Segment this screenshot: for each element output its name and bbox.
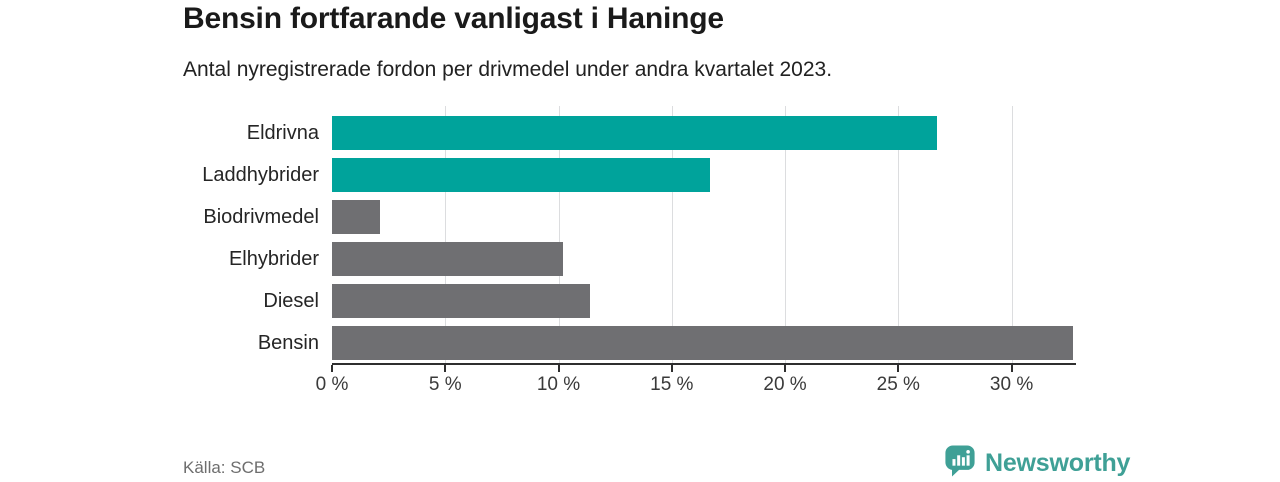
x-axis-tick bbox=[331, 365, 333, 372]
x-axis-tick-label: 20 % bbox=[763, 374, 807, 395]
newsworthy-wordmark: Newsworthy bbox=[985, 448, 1131, 477]
bar bbox=[332, 284, 591, 318]
gridline bbox=[671, 106, 673, 364]
chart-subtitle: Antal nyregistrerade fordon per drivmede… bbox=[183, 58, 833, 81]
x-axis-tick bbox=[557, 365, 560, 372]
gridline bbox=[785, 106, 787, 364]
gridline bbox=[558, 106, 560, 364]
newsworthy-logo: Newsworthy bbox=[944, 444, 1130, 482]
x-axis-tick bbox=[784, 365, 787, 372]
category-label: Biodrivmedel bbox=[203, 206, 319, 228]
category-label: Bensin bbox=[257, 332, 319, 354]
gridline bbox=[1011, 106, 1013, 364]
x-axis-tick bbox=[897, 365, 900, 372]
x-axis-tick bbox=[444, 365, 447, 372]
category-label: Elhybrider bbox=[228, 248, 319, 270]
x-axis-tick-label: 30 % bbox=[989, 374, 1034, 395]
x-axis-line bbox=[332, 363, 1076, 365]
bar bbox=[332, 116, 937, 150]
plot-area bbox=[332, 106, 1075, 364]
bar bbox=[332, 158, 711, 192]
x-axis-tick-label: 15 % bbox=[650, 374, 694, 395]
x-axis-tick bbox=[670, 365, 673, 372]
gridline bbox=[445, 106, 447, 364]
x-axis-tick-label: 5 % bbox=[428, 374, 462, 395]
x-axis-tick-label: 0 % bbox=[315, 374, 349, 395]
x-axis-tick-label: 10 % bbox=[536, 374, 581, 395]
gridline bbox=[898, 106, 900, 364]
newsworthy-logo-icon bbox=[944, 444, 976, 482]
bar bbox=[332, 326, 1073, 360]
source-note: Källa: SCB bbox=[183, 458, 266, 477]
bar bbox=[332, 200, 380, 234]
category-label: Diesel bbox=[263, 290, 319, 312]
x-axis-tick bbox=[1010, 365, 1013, 372]
category-label: Eldrivna bbox=[246, 122, 319, 144]
bars-layer bbox=[332, 112, 1075, 364]
bar bbox=[332, 242, 564, 276]
category-label: Laddhybrider bbox=[202, 164, 319, 186]
x-axis-tick-label: 25 % bbox=[876, 374, 920, 395]
chart-title: Bensin fortfarande vanligast i Haninge bbox=[183, 2, 724, 35]
